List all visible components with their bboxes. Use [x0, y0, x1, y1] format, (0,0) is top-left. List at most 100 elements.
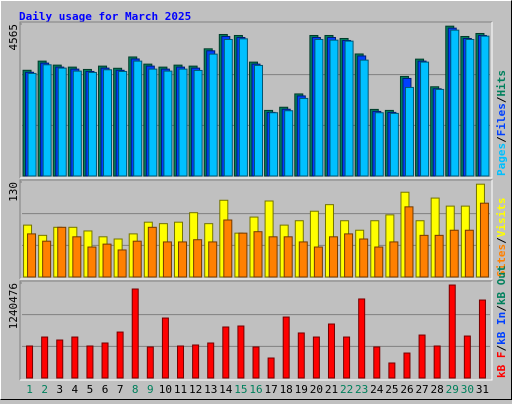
bar: [404, 206, 414, 278]
bar: [208, 241, 218, 278]
x-tick-label: 11: [174, 383, 187, 396]
bar: [223, 38, 233, 177]
bar-group: [254, 64, 263, 177]
bar-group: [252, 346, 260, 379]
bar: [102, 243, 112, 278]
bar-group: [359, 238, 369, 278]
bar-group: [148, 68, 158, 177]
bar: [26, 345, 34, 379]
x-tick-label: 6: [102, 383, 109, 396]
bar-group: [328, 236, 338, 278]
bar: [146, 346, 154, 379]
bar: [177, 345, 185, 379]
bar-group: [133, 60, 143, 177]
bar: [374, 112, 384, 177]
bar: [72, 70, 82, 177]
bar: [86, 345, 94, 379]
bar-group: [87, 71, 97, 177]
y-tick-label: 1240476: [7, 283, 20, 329]
x-tick-label: 22: [340, 383, 353, 396]
bar: [389, 112, 399, 177]
bar-group: [103, 69, 113, 177]
bar-group: [269, 112, 279, 177]
bar: [252, 346, 260, 379]
bar: [42, 64, 52, 177]
bar-group: [72, 70, 82, 177]
bar: [117, 249, 127, 278]
bar-group: [132, 240, 142, 278]
bar-group: [434, 234, 444, 278]
bar-group: [116, 331, 124, 379]
bar: [268, 236, 278, 278]
bar-group: [435, 88, 445, 177]
bar-group: [42, 64, 52, 177]
bar-group: [329, 39, 339, 177]
panel-bevel: [19, 179, 492, 279]
bar: [27, 233, 37, 278]
bar-group: [178, 68, 188, 177]
bar-group: [117, 249, 127, 278]
bar-group: [208, 53, 218, 177]
bar-group: [238, 232, 248, 278]
bar: [435, 88, 445, 177]
x-tick-label: 25: [385, 383, 398, 396]
x-tick-label: 19: [295, 383, 308, 396]
legend-label: Files: [495, 103, 508, 136]
bar-group: [118, 70, 128, 177]
bar: [299, 97, 309, 177]
x-tick-label: 13: [204, 383, 217, 396]
bar: [463, 335, 471, 379]
bar: [479, 202, 489, 278]
bar-group: [419, 234, 429, 278]
bar: [254, 64, 263, 177]
bar-group: [238, 38, 248, 177]
bar: [238, 38, 248, 177]
x-tick-label: 15: [234, 383, 247, 396]
bar: [312, 336, 320, 379]
bar-group: [87, 246, 97, 278]
bar: [464, 229, 474, 278]
bar: [343, 336, 351, 379]
y-tick-label: 130: [7, 182, 20, 202]
bar-group: [222, 326, 230, 379]
x-tick-label: 27: [415, 383, 428, 396]
bar: [358, 298, 366, 379]
bar-group: [57, 67, 67, 177]
bar-group: [208, 241, 218, 278]
bar-group: [192, 344, 200, 379]
bar-group: [343, 336, 351, 379]
bar: [118, 70, 128, 177]
bar-group: [161, 317, 169, 379]
bar: [388, 362, 396, 379]
bar-group: [404, 86, 414, 177]
bar-group: [298, 241, 308, 278]
bar: [298, 241, 308, 278]
bar: [103, 69, 113, 177]
bar: [389, 241, 399, 278]
bar-group: [389, 112, 399, 177]
bar-group: [163, 70, 173, 177]
panel-bevel: [20, 281, 493, 381]
bar-group: [253, 231, 263, 278]
bar: [448, 284, 456, 379]
x-tick-label: 29: [446, 383, 459, 396]
bar: [178, 68, 188, 177]
x-tick-label: 23: [355, 383, 368, 396]
x-tick-label: 4: [72, 383, 79, 396]
x-tick-label: 31: [476, 383, 489, 396]
bar: [178, 241, 188, 278]
bar-group: [71, 336, 79, 379]
bar-group: [478, 299, 486, 379]
bar-group: [464, 229, 474, 278]
bar-group: [374, 246, 384, 278]
bar: [237, 325, 245, 379]
bar-group: [403, 352, 411, 379]
bar: [132, 240, 142, 278]
bar: [253, 231, 263, 278]
bar: [314, 38, 324, 177]
legend: Pages/Files/Hits: [495, 70, 508, 176]
legend: Sites/Visits: [495, 198, 508, 278]
bar: [57, 67, 67, 177]
